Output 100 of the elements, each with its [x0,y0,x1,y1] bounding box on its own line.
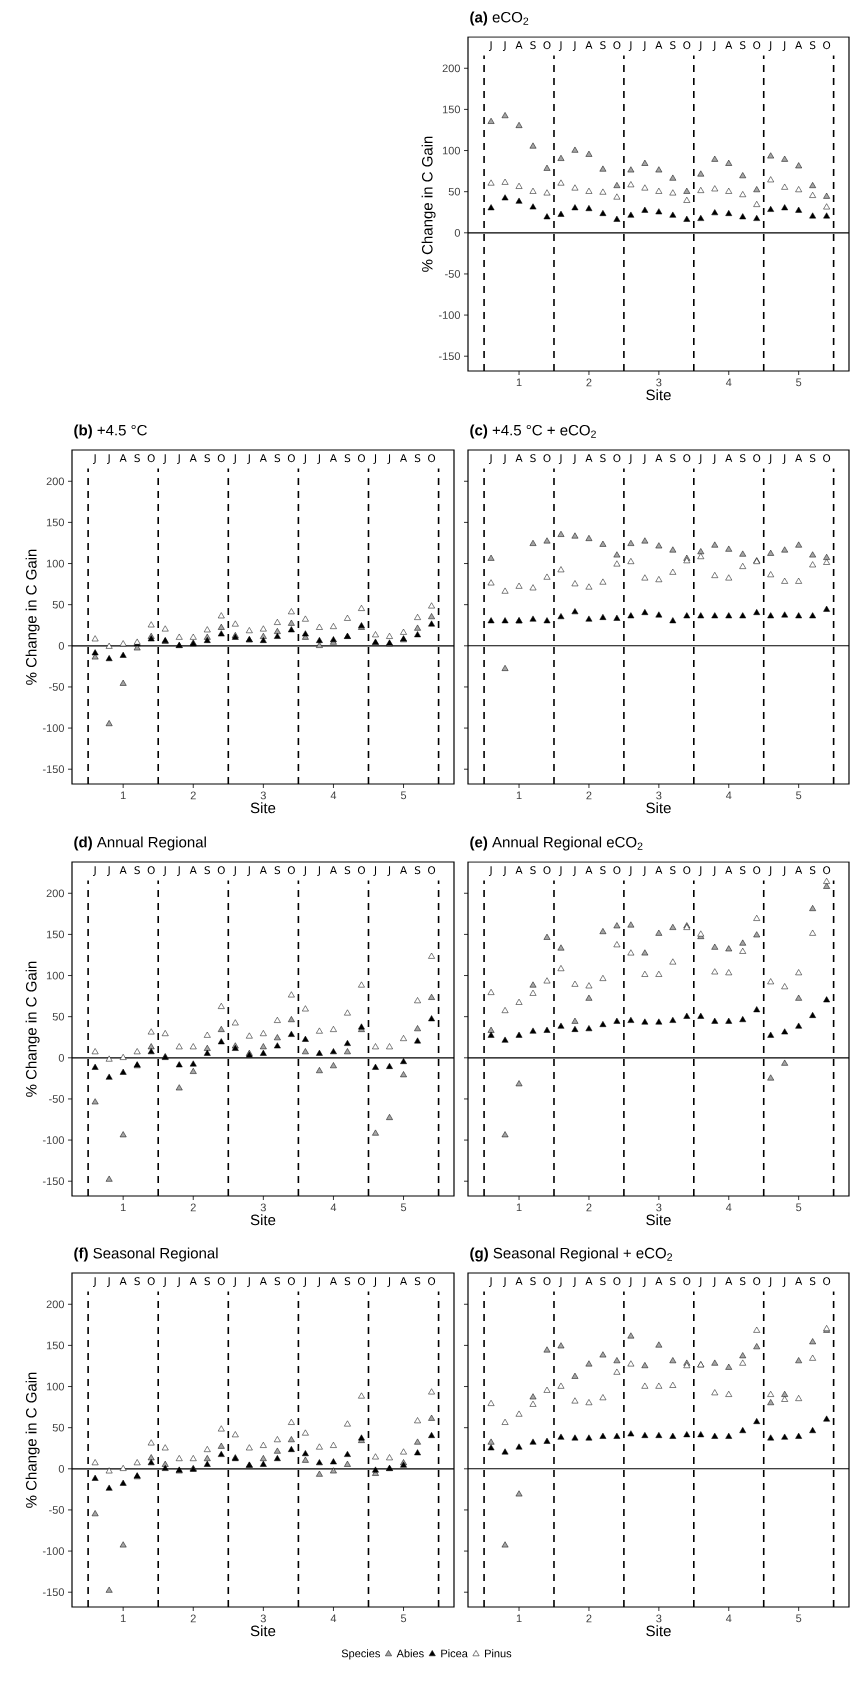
annotation: S [530,454,536,463]
y-tick-label: 0 [454,228,461,237]
annotation: A [189,866,197,874]
annotation: J [177,866,180,876]
annotation: O [753,1277,761,1286]
annotation: J [768,866,772,876]
x-tick-label: 2 [190,1203,196,1212]
annotation: A [329,454,337,462]
annotation: O [613,1277,621,1286]
annotation: J [163,1277,166,1287]
annotation: J [502,1277,506,1287]
y-axis-title: % Change in C Gain [25,961,40,1097]
chart-title: (g) Seasonal Regional + eCO$_{2}$ [470,1247,673,1262]
y-tick-label: -50 [49,1095,65,1103]
annotation: J [782,866,786,876]
annotation: J [387,454,391,464]
annotation: J [502,41,506,51]
y-tick-label: 50 [52,1012,65,1021]
annotation: J [572,454,576,464]
x-tick-label: 2 [586,378,592,387]
y-axis-title: % Change in C Gain [25,1372,40,1508]
y-tick-label: 150 [442,105,461,114]
annotation: J [373,1277,377,1287]
y-tick-label: 150 [46,930,65,939]
annotation: O [683,866,691,875]
y-axis-title: % Change in C Gain [25,549,40,685]
annotation: O [683,454,691,463]
annotation: S [740,1277,746,1286]
x-tick-label: 2 [190,791,196,800]
x-tick-label: 1 [516,1614,522,1623]
legend-label: Abies [396,1649,424,1658]
annotation: J [782,1277,786,1287]
x-tick-label: 4 [330,1614,337,1623]
annotation: J [572,41,576,51]
x-tick-label: 5 [400,1203,407,1212]
annotation: S [670,866,676,875]
annotation: J [303,454,306,464]
annotation: A [585,454,593,462]
annotation: S [344,1277,351,1286]
annotation: J [558,866,562,876]
annotation: A [400,1277,408,1285]
annotation: O [823,866,831,875]
annotation: J [317,1277,320,1287]
annotation: S [344,866,351,875]
annotation: S [600,1277,606,1286]
annotation: A [189,1277,197,1285]
x-axis-title: Site [646,802,671,814]
x-tick-label: 1 [516,791,522,800]
annotation: S [740,41,746,50]
annotation: A [400,454,408,462]
x-tick-label: 5 [400,1614,407,1623]
annotation: J [558,454,562,464]
annotation: O [357,454,366,463]
y-tick-label: -150 [42,1177,65,1186]
x-axis-title: Site [646,1214,671,1226]
annotation: J [712,1277,716,1287]
annotation: O [683,41,691,50]
annotation: A [725,454,733,462]
annotation: J [558,41,562,51]
chart-title: (c) +4.5 °C + eCO$_{2}$ [470,424,596,439]
x-axis-title: Site [250,1214,276,1226]
annotation: O [543,454,551,463]
x-axis-title: Site [250,802,276,814]
x-tick-label: 1 [120,1614,126,1623]
annotation: J [502,866,506,876]
annotation: A [259,454,267,462]
annotation: O [287,1277,295,1286]
annotation: J [303,866,306,876]
annotation: J [642,866,646,876]
chart-title: (e) Annual Regional eCO$_{2}$ [470,836,643,851]
annotation: J [768,454,772,464]
annotation: A [515,454,523,462]
annotation: O [428,1277,436,1286]
y-tick-label: 150 [46,518,65,527]
annotation: O [543,41,551,50]
chart-title: (a) eCO$_{2}$ [470,11,529,26]
y-tick-label: 100 [442,146,461,155]
x-axis-title: Site [646,1625,671,1637]
y-tick-label: 100 [46,971,65,980]
y-tick-label: 100 [46,559,65,568]
annotation: S [204,866,211,875]
x-tick-label: 3 [656,1203,662,1212]
annotation: J [387,1277,391,1287]
annotation: A [400,866,408,874]
annotation: O [357,866,366,875]
annotation: S [530,41,536,50]
annotation: A [119,1277,127,1285]
annotation: S [414,866,421,875]
annotation: J [712,866,716,876]
annotation: S [414,1277,421,1286]
annotation: J [698,866,702,876]
y-axis-title: % Change in C Gain [421,136,436,272]
annotation: O [147,1277,155,1286]
y-tick-label: 150 [46,1341,65,1350]
annotation: J [628,454,632,464]
annotation: S [740,866,746,875]
annotation: A [189,454,197,462]
annotation: J [712,454,716,464]
y-tick-label: -50 [49,1506,65,1514]
y-tick-label: 0 [58,641,65,650]
